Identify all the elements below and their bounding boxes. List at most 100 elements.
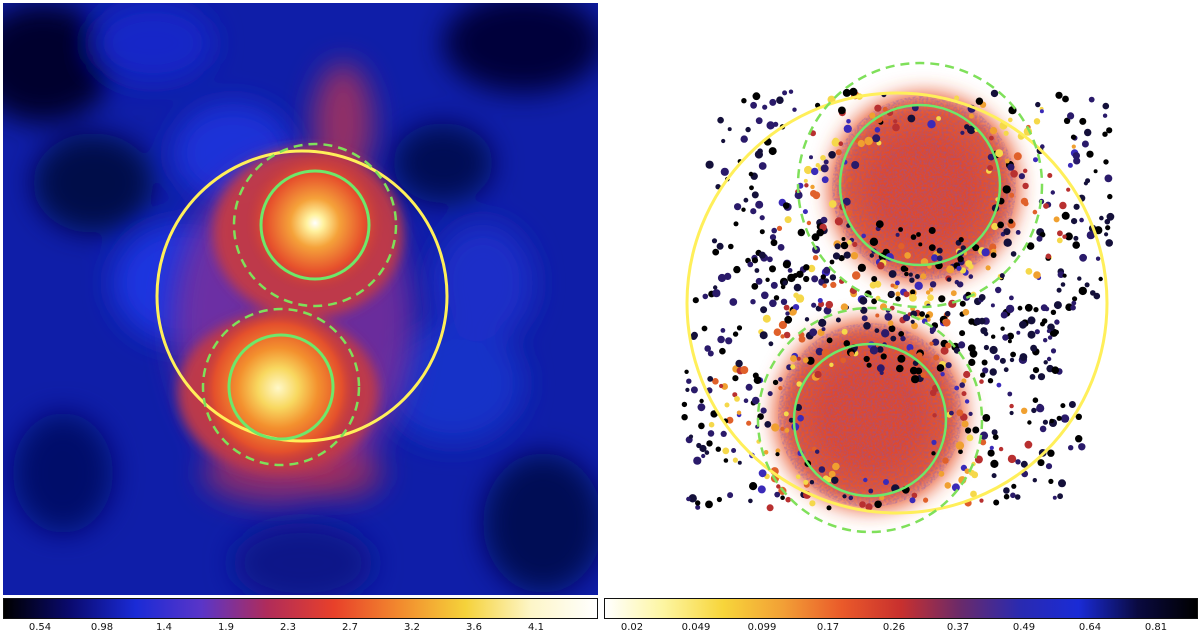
scatter-point [900,335,906,342]
scatter-point [1003,130,1009,136]
scatter-point [787,273,796,283]
scatter-point [720,167,729,176]
scatter-point [1056,287,1062,293]
scatter-point [916,232,921,237]
scatter-point [995,149,1004,158]
scatter-point [1054,319,1060,325]
scatter-point [830,281,837,288]
scatter-point [898,227,903,232]
scatter-point [888,325,896,333]
scatter-point [750,208,757,215]
scatter-point [970,490,977,498]
scatter-point [843,124,852,133]
scatter-point [999,357,1006,364]
scatter-point [726,416,734,424]
scatter-point [1019,320,1027,329]
scatter-point [1024,303,1033,312]
scatter-point [1005,304,1015,314]
left-colorbar [3,598,598,619]
scatter-point [1035,101,1041,108]
scatter-point [770,281,778,289]
scatter-point [897,354,906,363]
scatter-point [712,289,721,298]
scatter-point [681,414,688,421]
scatter-point [768,147,777,156]
scatter-point [1060,414,1070,423]
scatter-point [1010,351,1016,358]
scatter-point [722,447,730,455]
scatter-point [904,267,909,272]
scatter-point [797,228,805,237]
scatter-point [835,317,841,323]
scatter-point [865,503,873,511]
scatter-point [958,341,966,349]
scatter-point [716,242,724,250]
scatter-point [999,273,1005,279]
scatter-point [704,450,710,455]
scatter-point [1050,348,1057,354]
scatter-point [975,97,984,105]
scatter-point [828,200,837,208]
scatter-point [757,485,766,494]
scatter-point [1045,253,1052,260]
scatter-point [816,228,824,237]
scatter-point [769,234,777,241]
scatter-point [809,480,815,485]
cluster-core-bottom [198,308,358,468]
scatter-point [911,375,920,384]
scatter-point [990,459,999,468]
scatter-point [774,491,781,498]
scatter-point [1009,192,1015,198]
scatter-point [1015,230,1021,235]
scatter-point [981,359,988,366]
scatter-point [772,379,779,386]
scatter-point [1062,234,1067,239]
scatter-point [1090,290,1096,296]
scatter-point [1010,251,1017,257]
bottom-dashed-green-circle-right [756,306,984,534]
scatter-point [780,495,785,501]
scatter-point [1056,415,1062,421]
scatter-point [733,221,739,227]
scatter-point [850,252,859,260]
scatter-point [773,328,782,337]
right-tick: 0.81 [1144,622,1168,633]
scatter-point [1009,357,1015,363]
scatter-point [773,121,779,127]
scatter-point [796,356,801,361]
scatter-point [747,261,754,268]
scatter-point [712,248,720,256]
scatter-point [963,370,971,379]
scatter-point [724,402,730,408]
scatter-point [820,274,826,280]
scatter-point [914,274,920,279]
bottom-green-circle [227,333,335,441]
scatter-point [1086,231,1095,240]
scatter-point [685,387,690,392]
scatter-point [771,227,777,234]
scatter-point [965,427,972,434]
scatter-point [903,291,910,298]
scatter-point [991,473,997,479]
scatter-point [767,256,773,263]
scatter-point [811,167,819,176]
right-image-panel [602,3,1198,595]
scatter-point [1010,492,1016,499]
scatter-point [857,139,865,148]
scatter-point [842,494,847,499]
scatter-point [780,334,785,339]
scatter-point [979,431,989,440]
scatter-point [1051,366,1060,375]
scatter-point [1033,118,1041,125]
scatter-point [692,297,699,304]
scatter-point [782,280,788,286]
scatter-point [785,311,790,316]
scatter-point [1073,235,1079,241]
scatter-point [809,328,818,337]
scatter-point [795,404,802,411]
scatter-point [770,239,778,247]
scatter-point [790,355,797,362]
scatter-point [973,317,982,326]
scatter-point [762,104,768,110]
scatter-point [1009,295,1014,301]
